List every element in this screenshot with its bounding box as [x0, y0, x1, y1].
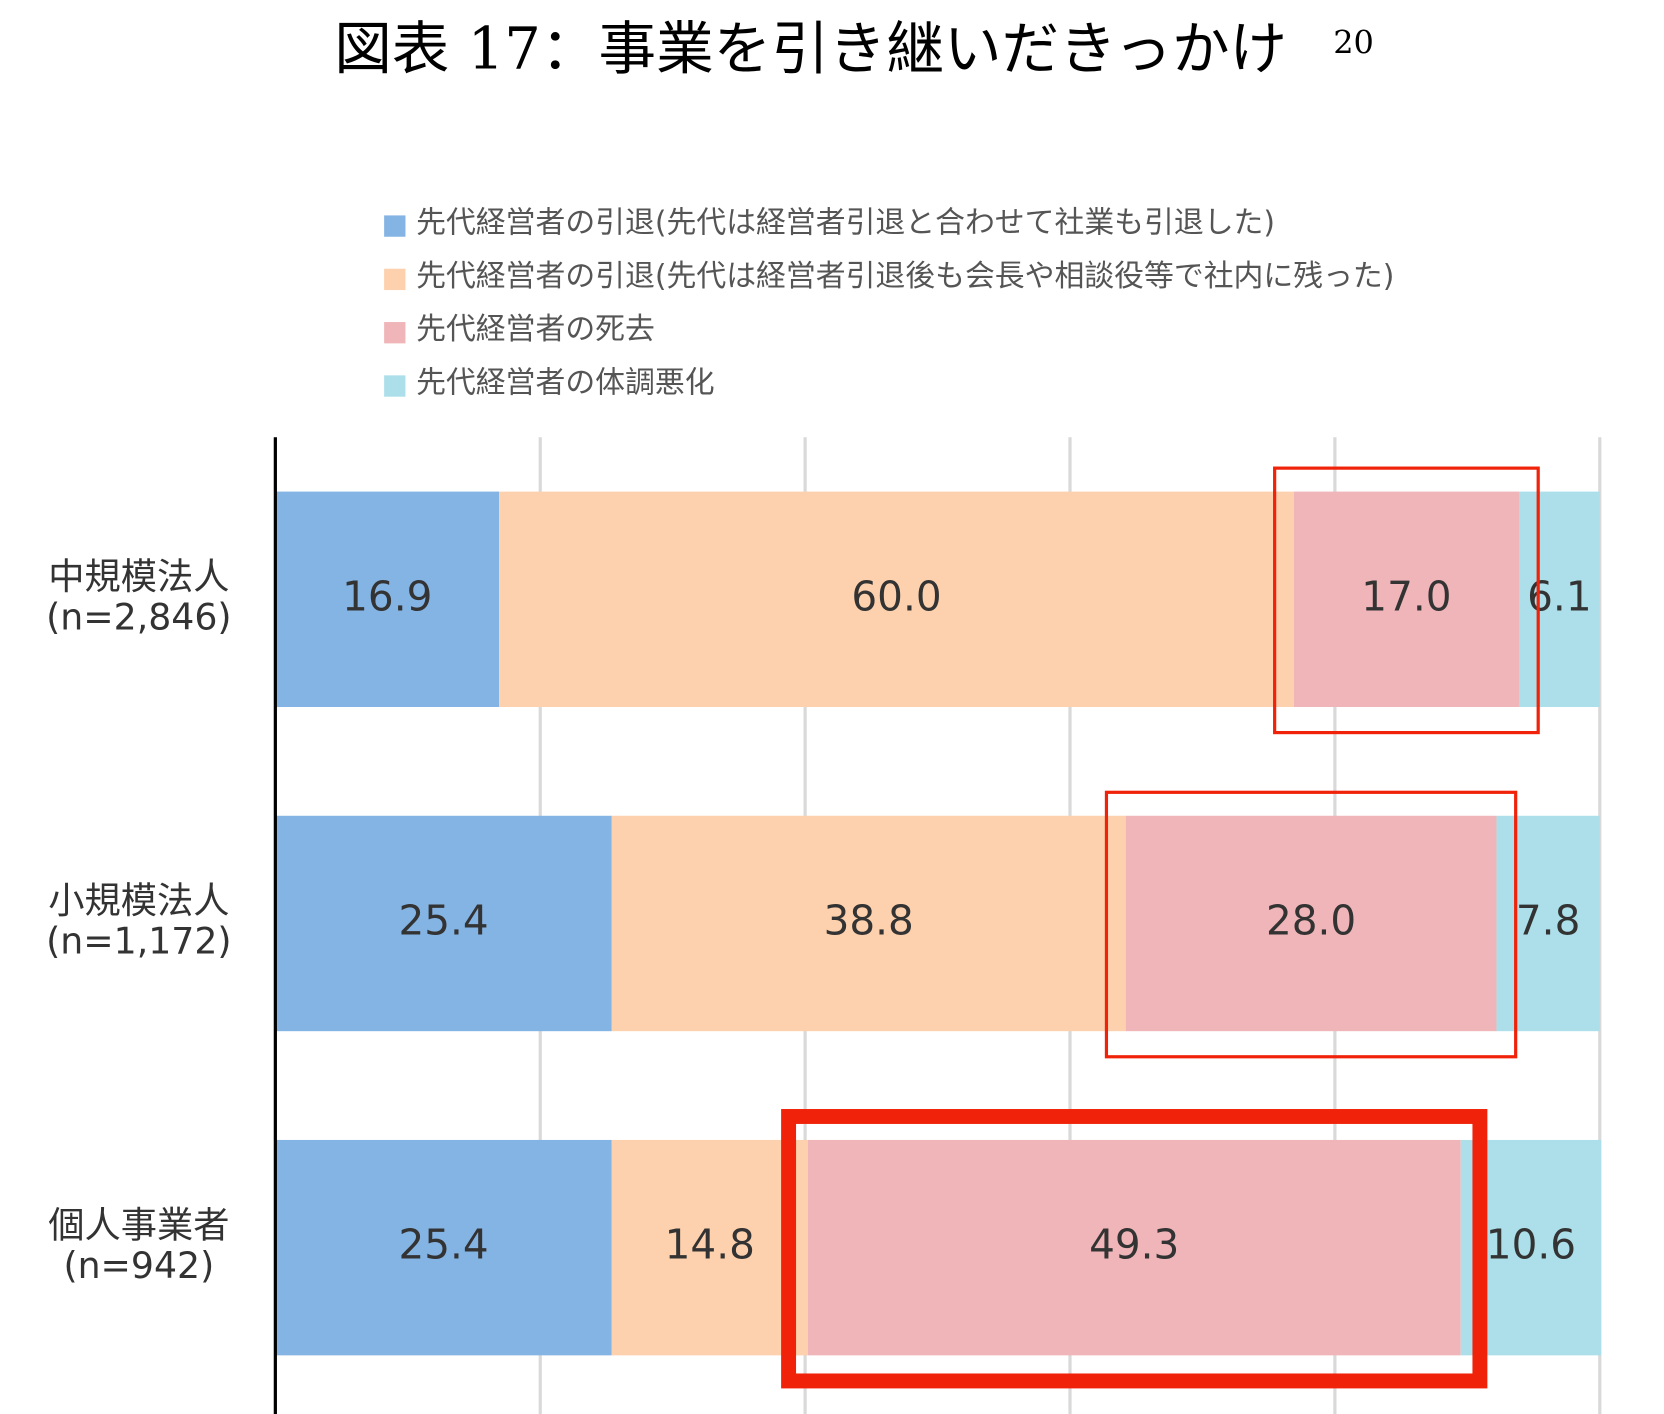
- value-label: 16.9: [342, 572, 432, 620]
- highlight-box: [1104, 790, 1518, 1059]
- value-label: 25.4: [398, 1221, 488, 1269]
- bar-segment: [611, 815, 1126, 1032]
- legend-label: 先代経営者の引退(先代は経営者引退と合わせて社業も引退した): [416, 205, 1275, 240]
- bar-segment: [1496, 815, 1600, 1032]
- highlight-box: [781, 1109, 1488, 1389]
- legend-label: 先代経営者の体調悪化: [416, 365, 714, 400]
- value-label: 49.3: [1089, 1221, 1179, 1269]
- bar-segment: [611, 1139, 808, 1356]
- value-label: 25.4: [398, 896, 488, 944]
- bar-segment: [1518, 491, 1600, 707]
- legend-swatch: [384, 215, 406, 237]
- highlight-box: [1273, 466, 1540, 735]
- legend-swatch: [384, 322, 406, 344]
- bar-segment: [275, 491, 500, 707]
- legend-swatch: [384, 375, 406, 397]
- title-footnote: 20: [1333, 23, 1374, 61]
- value-label: 7.8: [1516, 896, 1580, 944]
- value-label: 28.0: [1266, 896, 1356, 944]
- y-tick-label: (n=942): [63, 1244, 214, 1287]
- value-label: 10.6: [1486, 1221, 1576, 1269]
- legend-swatch: [384, 268, 406, 291]
- value-label: 14.8: [665, 1221, 755, 1269]
- bar-segment: [275, 815, 612, 1032]
- bar-segment: [499, 491, 1294, 707]
- value-label: 17.0: [1361, 572, 1451, 620]
- y-tick-label: 個人事業者: [48, 1203, 229, 1246]
- bar-segment: [1293, 491, 1519, 707]
- y-tick-label: (n=2,846): [46, 596, 231, 639]
- value-label: 38.8: [824, 896, 914, 944]
- bar-segment: [1125, 815, 1497, 1032]
- value-label: 60.0: [851, 572, 941, 620]
- chart-title: 図表 17：事業を引き継いだきっかけ: [334, 15, 1287, 82]
- legend-label: 先代経営者の死去: [416, 312, 655, 347]
- bar-segment: [275, 1139, 612, 1356]
- y-tick-label: 小規模法人: [48, 879, 229, 922]
- legend-label: 先代経営者の引退(先代は経営者引退後も会長や相談役等で社内に残った): [416, 259, 1394, 294]
- y-tick-label: (n=1,172): [46, 920, 231, 963]
- bar-segment: [807, 1139, 1461, 1356]
- y-tick-label: 中規模法人: [48, 555, 229, 598]
